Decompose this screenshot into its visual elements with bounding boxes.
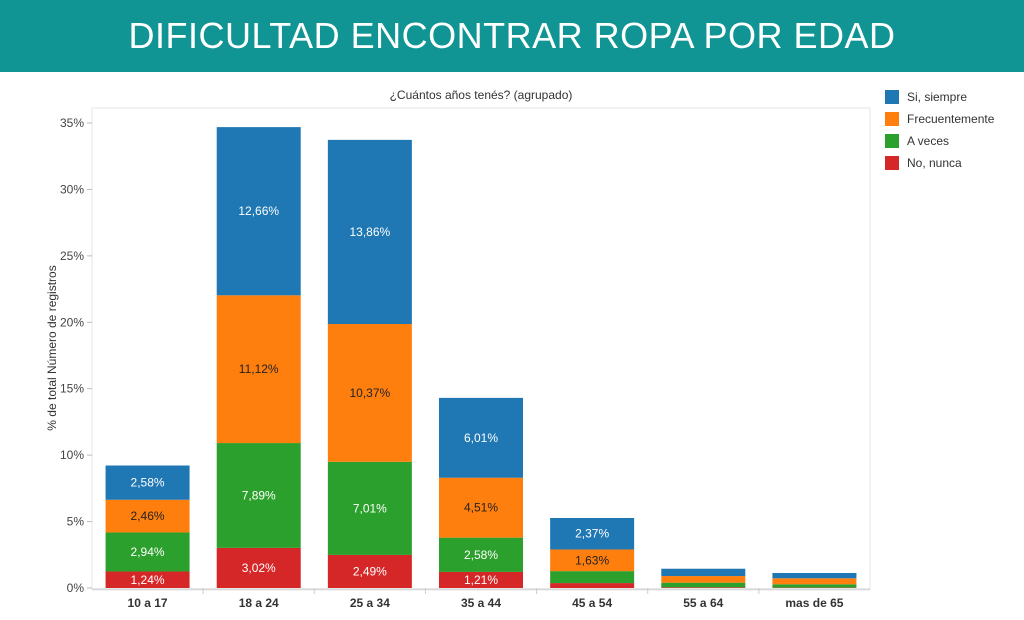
bar-segment — [327, 324, 412, 462]
bar-segment — [439, 571, 523, 588]
bar-segment — [327, 554, 412, 588]
y-tick-label: 15% — [60, 382, 84, 396]
data-label: 2,49% — [353, 564, 387, 578]
x-tick-label: 18 a 24 — [239, 596, 279, 610]
bar-segment — [439, 477, 523, 538]
data-label: 1,21% — [464, 573, 498, 587]
y-tick-label: 35% — [60, 116, 84, 130]
data-label: 10,37% — [350, 386, 391, 400]
bar-segment — [216, 127, 301, 296]
legend-label: Si, siempre — [907, 90, 968, 104]
y-tick-label: 10% — [60, 448, 84, 462]
bar-segment — [216, 547, 301, 588]
data-label: 1,63% — [575, 553, 609, 567]
bar-segment — [661, 568, 746, 577]
chart-title: ¿Cuántos años tenés? (agrupado) — [390, 88, 573, 102]
legend-label: A veces — [907, 134, 950, 148]
x-tick-label: 35 a 44 — [461, 596, 501, 610]
data-label: 3,02% — [242, 561, 276, 575]
bar-segment — [327, 139, 412, 325]
data-label: 7,01% — [353, 501, 387, 515]
bar-segment — [550, 583, 635, 588]
bar-segment — [550, 517, 635, 550]
legend-item[interactable]: Si, siempre — [885, 86, 994, 108]
legend-swatch — [885, 112, 899, 126]
data-label: 11,12% — [239, 362, 279, 376]
legend-swatch — [885, 134, 899, 148]
bar-segment — [327, 461, 412, 555]
y-tick-label: 25% — [60, 249, 84, 263]
legend-item[interactable]: Frecuentemente — [885, 108, 994, 130]
legend-swatch — [885, 156, 899, 170]
legend-item[interactable]: A veces — [885, 130, 994, 152]
bar-segment — [772, 584, 857, 588]
y-tick-label: 20% — [60, 315, 84, 329]
x-tick-label: 45 a 54 — [572, 596, 612, 610]
data-label: 1,24% — [131, 573, 165, 587]
legend: Si, siempre Frecuentemente A veces No, nunc… — [885, 86, 994, 174]
legend-item[interactable]: No, nunca — [885, 152, 994, 174]
bar-segment — [105, 532, 190, 572]
x-tick-label: 10 a 17 — [128, 596, 168, 610]
bar-segment — [661, 582, 746, 588]
bar-segment — [661, 576, 746, 583]
bar-segment — [216, 443, 301, 548]
data-label: 7,89% — [242, 488, 276, 502]
page-title: DIFICULTAD ENCONTRAR ROPA POR EDAD — [0, 0, 1024, 72]
y-tick-label: 30% — [60, 182, 84, 196]
legend-swatch — [885, 90, 899, 104]
bar-segment — [661, 587, 746, 588]
bar-segment — [772, 578, 857, 585]
data-label: 2,94% — [131, 545, 165, 559]
bar-segment — [550, 549, 635, 572]
bar-segment — [439, 537, 523, 572]
x-tick-label: 55 a 64 — [683, 596, 723, 610]
data-label: 2,46% — [131, 509, 165, 523]
data-label: 4,51% — [464, 501, 498, 515]
bar-segment — [105, 465, 190, 500]
legend-label: Frecuentemente — [907, 112, 995, 126]
legend-label: No, nunca — [907, 156, 962, 170]
data-label: 6,01% — [464, 431, 498, 445]
data-label: 12,66% — [238, 204, 279, 218]
data-label: 2,58% — [131, 476, 165, 490]
bar-segment — [216, 295, 301, 444]
y-axis-label: % de total Número de registros — [45, 265, 59, 430]
y-tick-label: 0% — [67, 581, 85, 595]
plot-area — [91, 107, 871, 591]
bar-segment — [105, 571, 190, 588]
bar-segment — [105, 499, 190, 533]
x-tick-label: mas de 65 — [785, 596, 843, 610]
bar-segment — [772, 572, 857, 579]
y-tick-label: 5% — [67, 515, 85, 529]
data-label: 2,37% — [575, 527, 609, 541]
bar-segment — [550, 571, 635, 584]
data-label: 13,86% — [350, 225, 391, 239]
data-label: 2,58% — [464, 548, 498, 562]
x-tick-label: 25 a 34 — [350, 596, 390, 610]
bar-segment — [439, 397, 523, 478]
